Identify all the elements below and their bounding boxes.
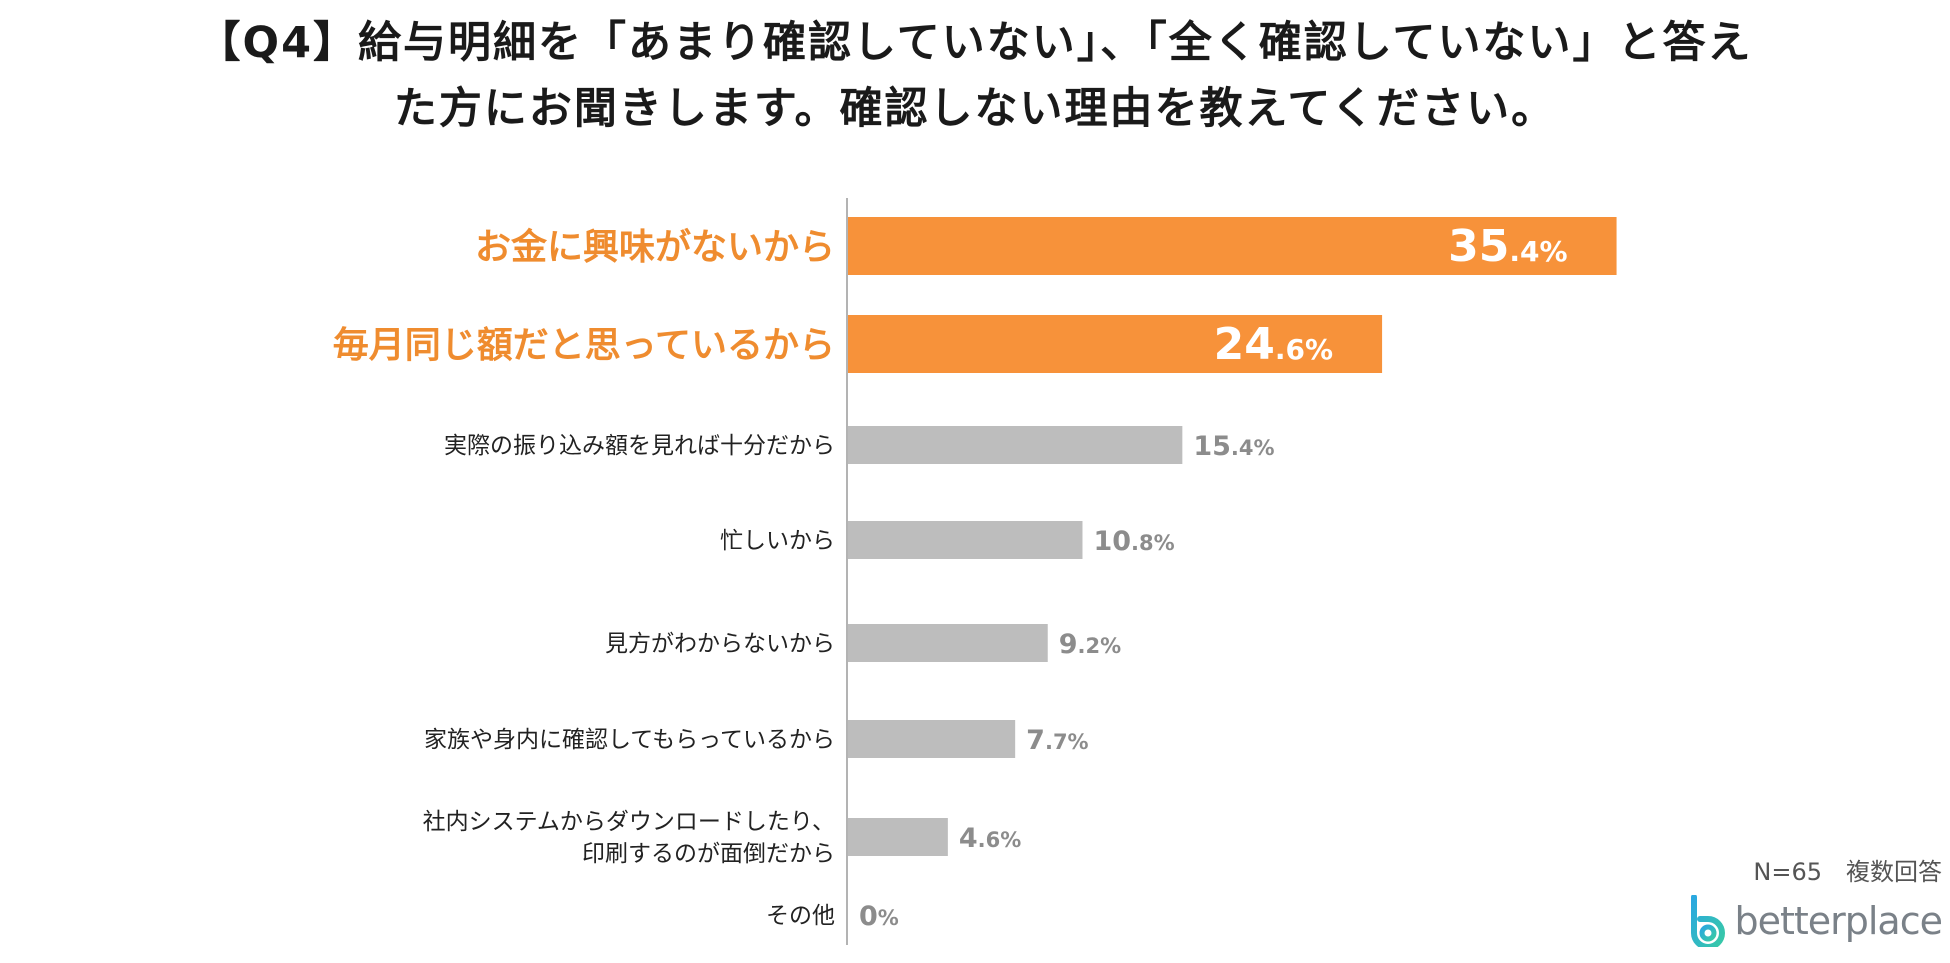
category-label-4: 忙しいから <box>720 528 835 554</box>
sample-size-note: N=65 複数回答 <box>1753 858 1942 886</box>
chart-title-line-2: た方にお聞きします。確認しない理由を教えてください。 <box>393 84 1557 134</box>
betterplace-logo-icon <box>1691 895 1726 947</box>
value-label-6: 7.7% <box>1026 725 1088 756</box>
value-label-3: 15.4% <box>1193 431 1274 462</box>
category-label-6: 家族や身内に確認してもらっているから <box>424 727 835 753</box>
value-label-5: 9.2% <box>1059 629 1121 660</box>
bar-6 <box>848 720 1016 758</box>
value-label-7: 4.6% <box>959 823 1021 854</box>
chart-title: 【Q4】給与明細を「あまり確認していない」、「全く確認していない」と答え た方に… <box>0 10 1950 142</box>
value-label-2: 24.6% <box>1214 319 1333 370</box>
bar-5 <box>848 624 1048 662</box>
value-label-8: 0% <box>859 901 899 932</box>
bar-7 <box>848 818 948 856</box>
bar-2 <box>848 315 1383 373</box>
category-label-1: お金に興味がないから <box>475 226 835 268</box>
betterplace-logo: betterplace <box>1686 895 1943 947</box>
category-label-2: 毎月同じ額だと思っているから <box>333 325 835 366</box>
chart-title-line-1: 【Q4】給与明細を「あまり確認していない」、「全く確認していない」と答え <box>197 18 1753 68</box>
category-label-8: その他 <box>766 903 835 929</box>
value-label-1: 35.4% <box>1448 221 1567 272</box>
logo-text: betterplace <box>1734 899 1943 943</box>
category-label-5: 見方がわからないから <box>605 631 835 657</box>
category-label-3: 実際の振り込み額を見れば十分だから <box>444 433 835 459</box>
value-label-4: 10.8% <box>1093 526 1174 557</box>
bar-3 <box>848 426 1183 464</box>
bar-4 <box>848 521 1083 559</box>
bar-1 <box>848 217 1617 275</box>
category-label-7: 社内システムからダウンロードしたり、印刷するのが面倒だから <box>423 809 835 867</box>
